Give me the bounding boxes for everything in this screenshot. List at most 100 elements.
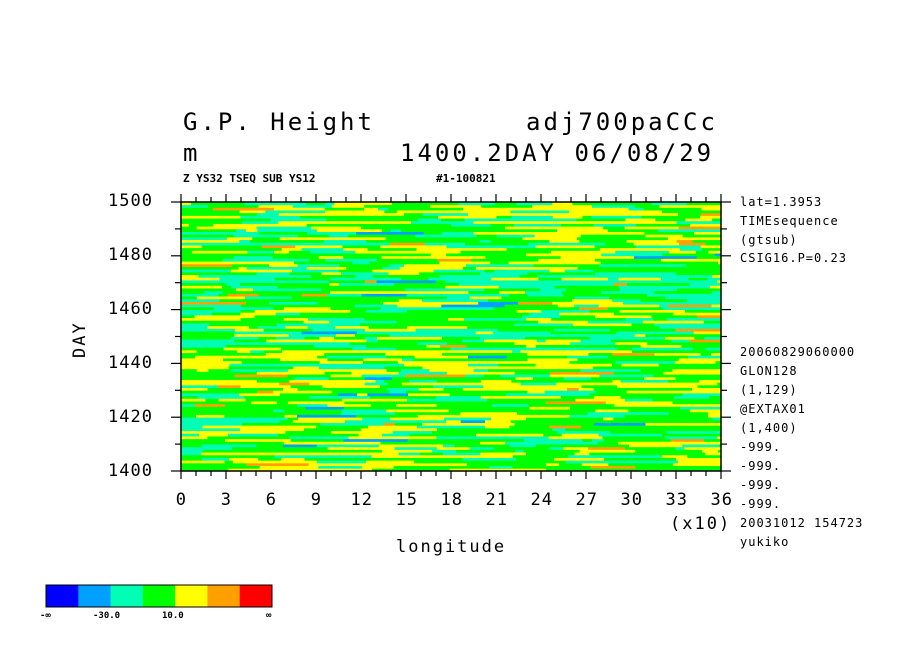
heatmap-cell	[318, 366, 385, 370]
x-tick-label: 24	[530, 490, 553, 510]
heatmap-cell	[498, 285, 555, 289]
heatmap-cell	[234, 339, 246, 343]
heatmap-cell	[411, 462, 467, 467]
heatmap-cell	[274, 207, 325, 211]
heatmap-cell	[647, 401, 673, 405]
heatmap-cell	[696, 250, 709, 254]
heatmap-cell	[680, 228, 721, 232]
heatmap-cell	[372, 223, 406, 227]
heatmap-cell	[196, 368, 209, 372]
info-lat: lat=1.3953	[740, 195, 823, 209]
heatmap-cell	[405, 223, 451, 227]
heatmap-cell	[546, 468, 571, 472]
heatmap-cell	[240, 312, 276, 316]
heatmap-cell	[466, 312, 529, 316]
heatmap-cell	[667, 218, 686, 222]
heatmap-cell	[593, 223, 621, 227]
heatmap-cell	[181, 468, 229, 472]
heatmap-cell	[530, 419, 590, 423]
heatmap-cell	[259, 231, 307, 235]
heatmap-cell	[516, 457, 554, 461]
heatmap-cell	[504, 220, 513, 224]
heatmap-cell	[396, 403, 437, 407]
heatmap-cell	[638, 355, 688, 359]
heatmap-cell	[612, 298, 641, 302]
heatmap-cell	[561, 223, 594, 227]
heatmap-cell	[613, 282, 627, 286]
heatmap-cell	[675, 446, 685, 450]
heatmap-cell	[717, 280, 721, 284]
heatmap-cell	[626, 390, 693, 394]
heatmap-cell	[595, 271, 660, 276]
heatmap-cell	[181, 228, 237, 232]
heatmap-cell	[529, 210, 569, 214]
heatmap-cell	[703, 320, 721, 324]
heatmap-cell	[640, 425, 659, 429]
heatmap-cell	[519, 274, 538, 278]
heatmap-cell	[420, 331, 476, 335]
heatmap-cell	[425, 425, 464, 429]
heatmap-cell	[492, 403, 529, 407]
heatmap-cell	[391, 218, 419, 222]
heatmap-cell	[392, 401, 435, 405]
heatmap-cell	[387, 387, 419, 391]
heatmap-cell	[181, 255, 199, 259]
heatmap-cell	[357, 331, 408, 335]
heatmap-cell	[238, 231, 260, 235]
heatmap-cell	[654, 352, 701, 356]
heatmap-cell	[228, 366, 294, 370]
time-label: 1400.2DAY 06/08/29	[400, 139, 715, 167]
heatmap-cell	[512, 349, 521, 354]
heatmap-cell	[581, 425, 603, 429]
heatmap-cell	[241, 220, 279, 224]
subtitle-right: #1-100821	[436, 172, 496, 185]
heatmap-cell	[181, 417, 229, 421]
heatmap-cell	[376, 280, 437, 284]
heatmap-cell	[494, 231, 544, 235]
heatmap-cell	[253, 288, 283, 292]
heatmap-cell	[688, 301, 721, 305]
heatmap-cell	[307, 231, 330, 235]
heatmap-cell	[319, 379, 376, 383]
heatmap-cell	[311, 274, 356, 278]
heatmap-cell	[331, 390, 390, 394]
heatmap-cell	[552, 215, 583, 219]
heatmap-cell	[711, 247, 721, 251]
heatmap-cell	[256, 355, 318, 359]
heatmap-cell	[277, 285, 330, 289]
heatmap-cell	[554, 285, 619, 289]
heatmap-cell	[422, 422, 466, 426]
heatmap-cell	[705, 452, 721, 456]
heatmap-cell	[597, 274, 619, 278]
heatmap-cell	[696, 430, 721, 434]
heatmap-cell	[181, 368, 197, 372]
heatmap-cell	[526, 417, 536, 421]
heatmap-cell	[392, 202, 458, 206]
heatmap-cell	[503, 395, 562, 399]
heatmap-cell	[550, 250, 616, 254]
heatmap-cell	[432, 430, 479, 434]
heatmap-cell	[263, 328, 313, 332]
heatmap-cell	[549, 425, 581, 429]
heatmap-cell	[181, 298, 220, 302]
heatmap-cell	[663, 371, 721, 375]
heatmap-cell	[301, 293, 328, 297]
heatmap-cell	[181, 242, 217, 246]
heatmap-cell	[378, 207, 389, 211]
heatmap-cell	[511, 379, 557, 383]
heatmap-cell	[280, 436, 290, 440]
heatmap-cell	[398, 298, 423, 302]
colorbar-swatch	[110, 585, 144, 607]
heatmap-cell	[710, 285, 721, 289]
heatmap-cell	[234, 255, 273, 259]
heatmap-cell	[329, 285, 383, 289]
heatmap-cell	[575, 293, 609, 297]
heatmap-cell	[212, 207, 274, 211]
heatmap-cell	[280, 392, 339, 397]
heatmap-cell	[482, 382, 521, 386]
heatmap-cell	[397, 304, 422, 308]
heatmap-cell	[413, 358, 470, 362]
heatmap-cell	[422, 212, 468, 216]
heatmap-cell	[594, 245, 636, 249]
heatmap-cell	[298, 368, 334, 372]
